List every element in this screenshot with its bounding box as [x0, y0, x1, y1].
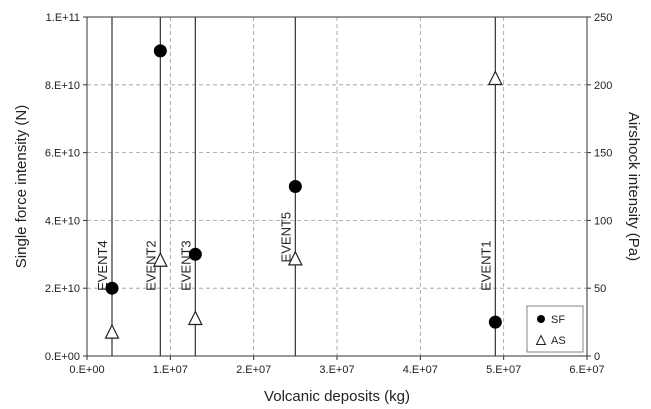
legend-sf-marker [537, 315, 545, 323]
event-label: EVENT3 [178, 240, 193, 291]
x-axis-title: Volcanic deposits (kg) [264, 388, 410, 405]
x-tick-label: 4.E+07 [403, 364, 438, 376]
y-left-tick-label: 2.E+10 [45, 283, 80, 295]
y-left-tick-label: 6.E+10 [45, 148, 80, 160]
as-point [152, 251, 168, 267]
event-label: EVENT5 [278, 212, 293, 263]
legend: SF AS [526, 305, 584, 353]
y-left-tick-label: 0.E+00 [45, 351, 80, 363]
as-point [287, 250, 303, 266]
y-right-tick-label: 0 [594, 351, 600, 363]
y-left-tick-label: 1.E+11 [46, 12, 80, 24]
y-left-tick-label: 4.E+10 [45, 215, 80, 227]
tick-labels: 0.E+00 1.E+07 2.E+07 3.E+07 4.E+07 5.E+07 6.E+… [45, 12, 613, 376]
as-point [187, 310, 203, 326]
y-right-axis-title: Airshock intensity (Pa) [625, 112, 642, 261]
event-label: EVENT4 [95, 240, 110, 291]
sf-point [188, 247, 202, 261]
y-right-tick-label: 150 [594, 148, 612, 160]
sf-point [288, 180, 302, 193]
x-tick-label: 0.E+00 [69, 364, 104, 376]
y-right-tick-label: 250 [594, 12, 612, 24]
y-left-axis-title: Single force intensity (N) [13, 105, 30, 268]
sf-point [153, 44, 167, 58]
y-left-tick-label: 8.E+10 [45, 80, 80, 92]
event-label: EVENT1 [478, 240, 493, 291]
as-point [104, 323, 120, 339]
x-tick-label: 3.E+07 [319, 364, 354, 376]
y-right-tick-label: 200 [594, 80, 612, 92]
data-points [104, 44, 503, 339]
legend-label: AS [551, 335, 566, 347]
x-tick-label: 6.E+07 [569, 364, 604, 376]
x-tick-label: 2.E+07 [236, 364, 271, 376]
event-label: EVENT2 [143, 240, 158, 291]
y-right-tick-label: 50 [594, 283, 606, 295]
y-right-tick-label: 100 [594, 215, 612, 227]
legend-label: SF [551, 314, 565, 326]
legend-as-marker [535, 334, 547, 345]
as-point [487, 70, 503, 86]
x-tick-label: 1.E+07 [153, 364, 188, 376]
sf-point [105, 281, 119, 295]
x-tick-label: 5.E+07 [486, 364, 521, 376]
sf-point [488, 315, 502, 329]
grid-lines [87, 17, 587, 356]
